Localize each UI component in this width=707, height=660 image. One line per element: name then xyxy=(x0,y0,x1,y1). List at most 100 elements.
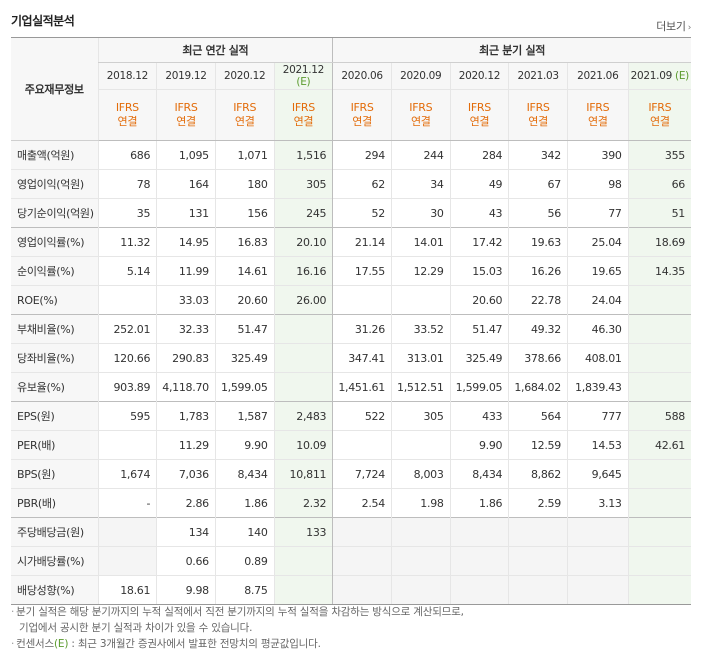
table-row: 부채비율(%) 252.01 32.33 51.47 31.26 33.52 51.47 49… xyxy=(11,314,691,344)
ifrs-label: IFRS xyxy=(467,101,491,114)
period-date: 2021.03 xyxy=(517,70,559,82)
row-label: 영업이익(억원) xyxy=(11,169,99,199)
period-header: 2021.06 xyxy=(566,62,629,90)
table-cell xyxy=(627,546,691,576)
ifrs-label: IFRS xyxy=(115,101,139,114)
ifrs-header: IFRS 연결 xyxy=(332,89,392,141)
table-cell: 32.33 xyxy=(156,314,216,344)
table-cell: 18.61 xyxy=(97,575,157,605)
table-cell: 1,684.02 xyxy=(508,372,568,402)
table-cell xyxy=(627,488,691,518)
table-cell xyxy=(566,517,629,547)
table-cell xyxy=(627,285,691,315)
table-cell: 16.26 xyxy=(508,256,568,286)
table-cell: 4,118.70 xyxy=(156,372,216,402)
table-cell: 595 xyxy=(97,401,157,431)
ifrs-header: IFRS 연결 xyxy=(627,89,691,141)
table-cell: 51.47 xyxy=(214,314,275,344)
table-cell: 133 xyxy=(273,517,333,547)
table-cell: 11.29 xyxy=(156,430,216,460)
row-label: 시가배당률(%) xyxy=(11,546,99,576)
consolidated-label: 연결 xyxy=(293,115,314,128)
note-2: · 컨센서스(E) : 최근 3개월간 증권사에서 발표한 전망치의 평균값입니다… xyxy=(11,638,321,650)
table-cell: 390 xyxy=(566,140,629,170)
table-cell: 20.60 xyxy=(214,285,275,315)
table-cell: 325.49 xyxy=(449,343,509,373)
table-cell: 1,512.51 xyxy=(390,372,451,402)
table-cell: 46.30 xyxy=(566,314,629,344)
table-cell xyxy=(273,343,333,373)
table-cell xyxy=(273,546,333,576)
period-header: 2021.09 (E) xyxy=(627,62,691,90)
table-cell: 9,645 xyxy=(566,459,629,489)
table-cell: 21.14 xyxy=(332,227,392,257)
table-row: 주당배당금(원) 134 140 133 xyxy=(11,517,691,547)
table-cell xyxy=(273,314,333,344)
table-row: EPS(원) 595 1,783 1,587 2,483 522 305 433 564 777 5… xyxy=(11,401,691,431)
table-cell: 9.90 xyxy=(214,430,275,460)
period-date: 2020.06 xyxy=(341,70,383,82)
table-cell: 12.59 xyxy=(508,430,568,460)
table-cell: 66 xyxy=(627,169,691,199)
table-cell: 14.01 xyxy=(390,227,451,257)
table-cell: 9.98 xyxy=(156,575,216,605)
table-cell: 14.95 xyxy=(156,227,216,257)
table-cell: 180 xyxy=(214,169,275,199)
ifrs-header: IFRS 연결 xyxy=(214,89,275,141)
table-cell: 98 xyxy=(566,169,629,199)
table-cell: 1.98 xyxy=(390,488,451,518)
table-cell: 25.04 xyxy=(566,227,629,257)
more-link-label[interactable]: 더보기 xyxy=(656,20,686,33)
consolidated-label: 연결 xyxy=(117,115,138,128)
table-cell: 244 xyxy=(390,140,451,170)
table-cell: 408.01 xyxy=(566,343,629,373)
row-label: BPS(원) xyxy=(11,459,99,489)
financial-table: 주요재무정보 최근 연간 실적 최근 분기 실적 2018.12 2019.12 2020… xyxy=(11,37,691,605)
table-cell: 378.66 xyxy=(508,343,568,373)
table-cell: 9.90 xyxy=(449,430,509,460)
consolidated-label: 연결 xyxy=(176,115,196,128)
table-cell: 35 xyxy=(97,198,157,228)
table-cell: 433 xyxy=(449,401,509,431)
table-cell xyxy=(566,575,629,605)
table-cell: 52 xyxy=(332,198,392,228)
table-row: 배당성향(%) 18.61 9.98 8.75 xyxy=(11,575,691,605)
period-date: 2021.09 xyxy=(630,70,673,82)
table-cell: 26.00 xyxy=(273,285,333,315)
table-cell xyxy=(97,517,157,547)
period-header: 2020.12 xyxy=(214,62,275,90)
table-cell: 2.54 xyxy=(332,488,392,518)
table-cell: 140 xyxy=(214,517,275,547)
bullet-icon: · xyxy=(11,606,15,618)
table-cell: 284 xyxy=(449,140,509,170)
table-cell: 77 xyxy=(566,198,629,228)
table-row: 시가배당률(%) 0.66 0.89 xyxy=(11,546,691,576)
table-cell xyxy=(627,459,691,489)
table-cell: 51.47 xyxy=(449,314,509,344)
table-row: 영업이익률(%) 11.32 14.95 16.83 20.10 21.14 14.01 17… xyxy=(11,227,691,257)
table-cell: 78 xyxy=(97,169,157,199)
period-header: 2021.03 xyxy=(508,62,568,90)
table-cell: 15.03 xyxy=(449,256,509,286)
period-date: 2021.06 xyxy=(577,70,619,82)
row-label: 영업이익률(%) xyxy=(11,227,99,257)
row-label: ROE(%) xyxy=(11,285,99,315)
consolidated-label: 연결 xyxy=(469,115,490,128)
table-cell: 8,003 xyxy=(390,459,451,489)
consolidated-label: 연결 xyxy=(410,115,431,128)
consolidated-label: 연결 xyxy=(650,115,670,128)
table-cell: 156 xyxy=(214,198,275,228)
table-cell: 22.78 xyxy=(508,285,568,315)
period-date: 2020.12 xyxy=(224,70,266,82)
table-cell: 120.66 xyxy=(97,343,157,373)
table-cell: 20.10 xyxy=(273,227,333,257)
estimate-flag: (E) xyxy=(675,70,689,82)
table-cell: 164 xyxy=(156,169,216,199)
consolidated-label: 연결 xyxy=(528,115,548,128)
period-date: 2021.12 xyxy=(282,64,325,76)
more-link[interactable]: 더보기 › xyxy=(656,18,691,34)
table-row: 영업이익(억원) 78 164 180 305 62 34 49 67 98 66 xyxy=(11,169,691,199)
table-cell: 305 xyxy=(273,169,333,199)
table-cell: 19.65 xyxy=(566,256,629,286)
table-cell xyxy=(390,430,451,460)
